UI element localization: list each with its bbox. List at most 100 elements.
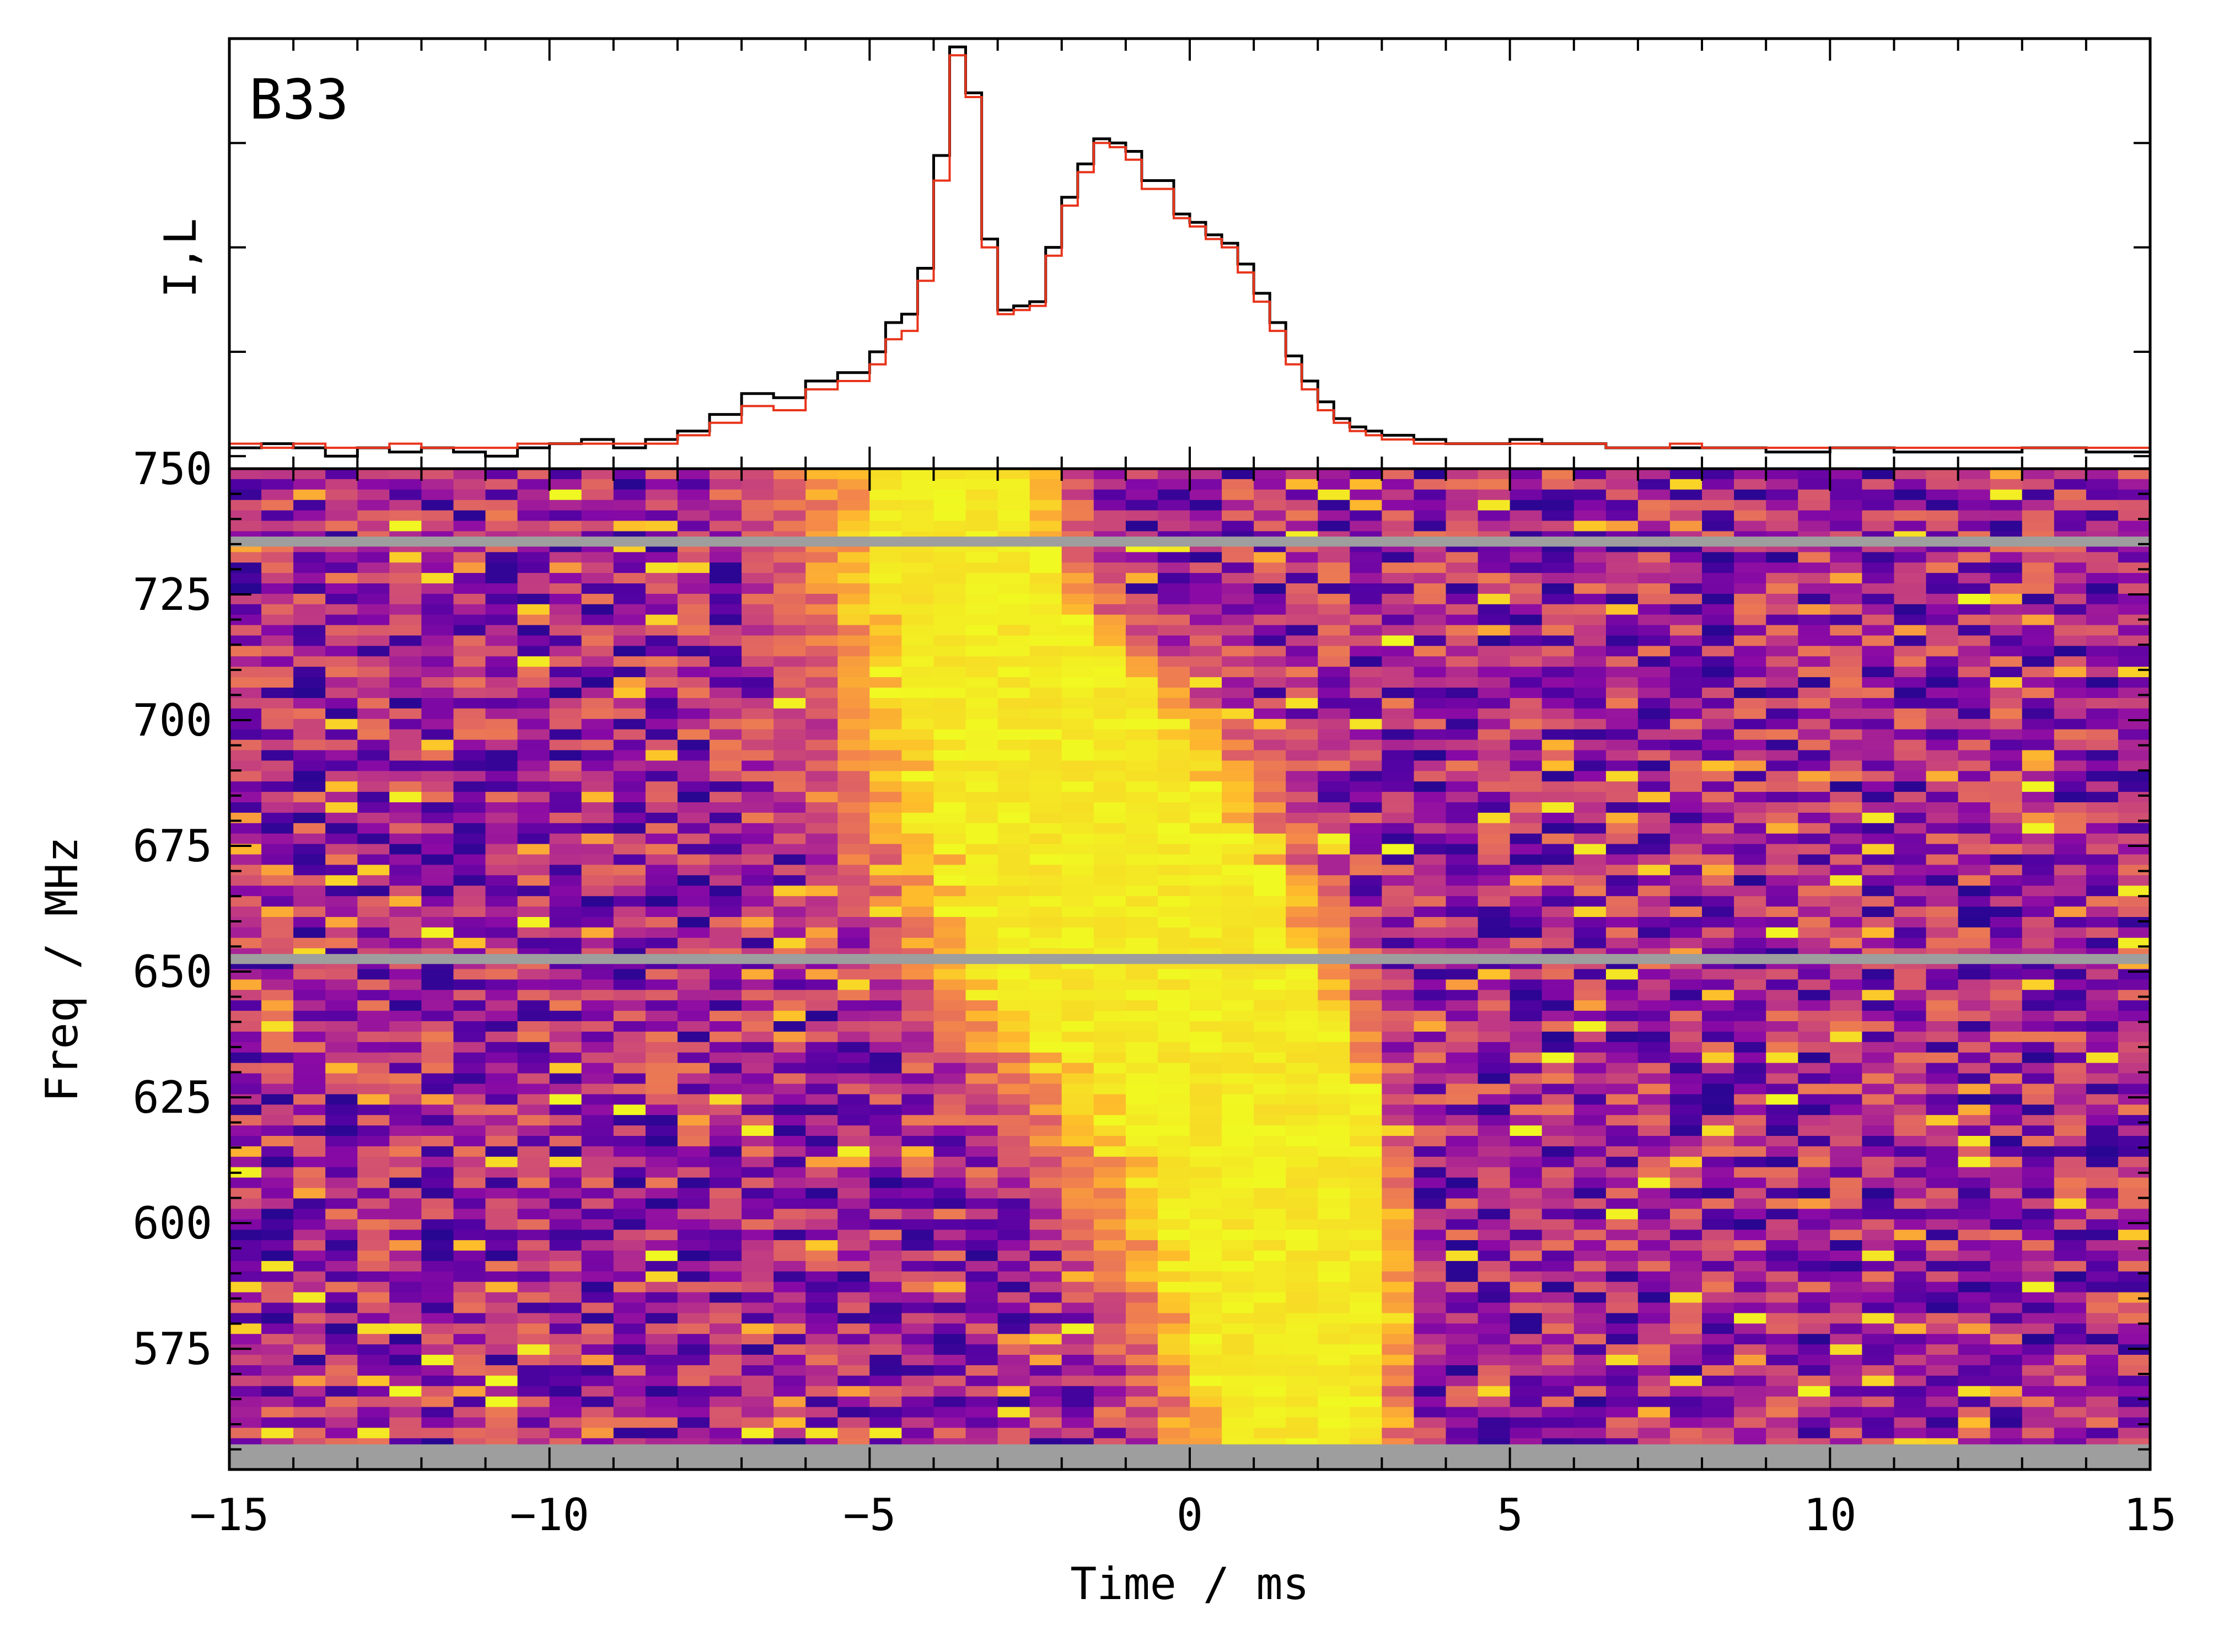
spectrum-cell	[2086, 1104, 2119, 1115]
spectrum-cell	[293, 792, 326, 803]
spectrum-cell	[646, 1094, 678, 1105]
spectrum-cell	[1798, 771, 1830, 782]
spectrum-cell	[1094, 719, 1126, 730]
spectrum-cell	[357, 1084, 390, 1095]
spectrum-cell	[901, 1261, 934, 1272]
spectrum-cell	[774, 875, 806, 886]
spectrum-cell	[1158, 823, 1190, 834]
spectrum-cell	[1766, 1053, 1798, 1064]
spectrum-cell	[1350, 938, 1382, 949]
spectrum-cell	[1606, 865, 1639, 876]
spectrum-cell	[1798, 646, 1830, 657]
spectrum-cell	[1606, 927, 1639, 938]
spectrum-cell	[998, 1313, 1030, 1324]
spectrum-cell	[2022, 760, 2055, 771]
spectrum-cell	[293, 583, 326, 594]
spectrum-cell	[1446, 490, 1479, 501]
spectrum-cell	[293, 750, 326, 761]
spectrum-cell	[1798, 750, 1830, 761]
spectrum-cell	[1926, 636, 1959, 647]
spectrum-cell	[1414, 896, 1447, 907]
spectrum-cell	[710, 979, 742, 990]
spectrum-cell	[2022, 927, 2055, 938]
spectrum-cell	[1446, 1292, 1479, 1304]
spectrum-cell	[1926, 1157, 1959, 1168]
spectrum-cell	[1030, 583, 1062, 594]
spectrum-cell	[869, 886, 902, 897]
spectrum-cell	[1158, 750, 1190, 761]
spectrum-cell	[998, 604, 1030, 615]
spectrum-cell	[550, 1178, 582, 1189]
spectrum-cell	[1510, 1209, 1543, 1220]
spectrum-cell	[1094, 875, 1126, 886]
spectrum-cell	[1254, 1282, 1286, 1293]
spectrum-cell	[1510, 1251, 1543, 1262]
spectrum-cell	[1382, 1032, 1414, 1043]
spectrum-cell	[582, 500, 614, 511]
spectrum-cell	[1094, 688, 1126, 699]
spectrum-cell	[774, 1021, 806, 1032]
spectrum-cell	[2022, 511, 2055, 522]
spectrum-cell	[2054, 1282, 2087, 1293]
spectrum-cell	[1062, 1146, 1094, 1157]
spectrum-cell	[518, 1219, 550, 1230]
spectrum-cell	[1446, 615, 1479, 626]
spectrum-cell	[678, 865, 710, 876]
spectrum-cell	[582, 583, 614, 594]
spectrum-cell	[1670, 1136, 1702, 1147]
spectrum-cell	[2054, 656, 2087, 667]
spectrum-cell	[293, 552, 326, 563]
spectrum-cell	[389, 1178, 422, 1189]
spectrum-cell	[1862, 490, 1894, 501]
spectrum-cell	[229, 1000, 262, 1011]
spectrum-cell	[1702, 615, 1734, 626]
spectrum-cell	[1094, 1292, 1126, 1304]
spectrum-cell	[966, 1292, 998, 1304]
spectrum-cell	[837, 875, 870, 886]
spectrum-cell	[2118, 1094, 2151, 1105]
spectrum-cell	[1894, 907, 1927, 918]
spectrum-cell	[901, 1167, 934, 1178]
spectrum-cell	[742, 1178, 774, 1189]
spectrum-cell	[1030, 636, 1062, 647]
spectrum-cell	[2022, 1178, 2055, 1189]
spectrum-cell	[454, 938, 486, 949]
spectrum-cell	[1766, 781, 1798, 792]
spectrum-cell	[389, 907, 422, 918]
spectrum-cell	[1798, 792, 1830, 803]
spectrum-cell	[1318, 1282, 1350, 1293]
spectrum-cell	[1446, 771, 1479, 782]
spectrum-cell	[2086, 813, 2119, 824]
spectrum-cell	[805, 594, 838, 605]
spectrum-cell	[2118, 1136, 2151, 1147]
spectrum-cell	[1734, 969, 1766, 980]
spectrum-cell	[1094, 479, 1126, 490]
spectrum-cell	[454, 1146, 486, 1157]
spectrum-cell	[1286, 521, 1318, 532]
spectrum-cell	[486, 1240, 518, 1251]
spectrum-cell	[1190, 1115, 1222, 1126]
spectrum-cell	[1606, 1136, 1639, 1147]
spectrum-cell	[1190, 667, 1222, 678]
spectrum-cell	[1958, 583, 1991, 594]
spectrum-cell	[1254, 521, 1286, 532]
spectrum-cell	[518, 730, 550, 741]
spectrum-cell	[1574, 1074, 1607, 1085]
spectrum-cell	[1062, 1303, 1094, 1314]
spectrum-cell	[1766, 1219, 1798, 1230]
spectrum-cell	[1478, 886, 1511, 897]
spectrum-cell	[1990, 855, 2023, 866]
spectrum-cell	[1830, 1198, 1862, 1209]
spectrum-cell	[646, 479, 678, 490]
spectrum-cell	[518, 646, 550, 657]
spectrum-cell	[614, 1084, 646, 1095]
spectrum-cell	[1382, 1303, 1414, 1314]
spectrum-cell	[229, 1084, 262, 1095]
spectrum-cell	[550, 1303, 582, 1314]
spectrum-cell	[1478, 688, 1511, 699]
spectrum-cell	[389, 583, 422, 594]
spectrum-cell	[1030, 823, 1062, 834]
spectrum-cell	[1638, 1021, 1671, 1032]
spectrum-cell	[1798, 1021, 1830, 1032]
spectrum-cell	[1126, 834, 1158, 845]
